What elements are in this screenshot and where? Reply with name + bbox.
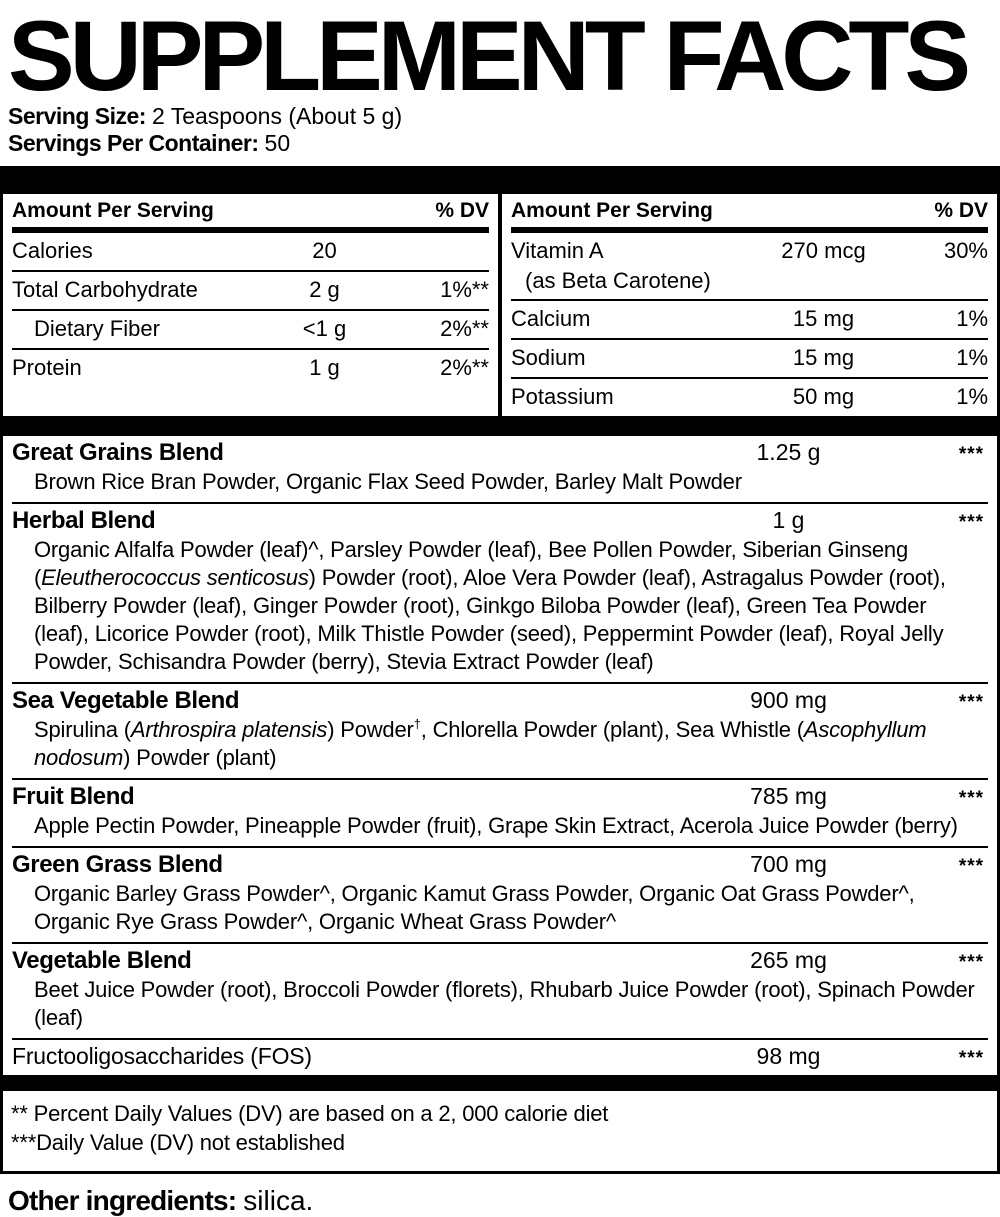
mid-divider-bar	[3, 416, 997, 437]
nutrient-dv: 2%**	[440, 316, 489, 342]
nutrient-row: Calories 20	[12, 233, 489, 270]
blend-row: Sea Vegetable Blend 900 mg *** Spirulina…	[12, 682, 988, 778]
footnote-daily-values: ** Percent Daily Values (DV) are based o…	[11, 1101, 609, 1127]
blend-ingredients: Spirulina (Arthrospira platensis) Powder…	[34, 716, 927, 771]
column-header-amount: Amount Per Serving	[511, 199, 713, 223]
nutrient-amount: <1 g	[302, 316, 347, 342]
nutrient-name: Dietary Fiber	[34, 316, 160, 342]
nutrient-name: Calcium	[511, 306, 591, 332]
blend-ingredients: Beet Juice Powder (root), Broccoli Powde…	[34, 977, 975, 1031]
blend-amount: 98 mg	[756, 1043, 821, 1070]
blend-ingredients: Organic Barley Grass Powder^, Organic Ka…	[34, 881, 915, 935]
nutrient-column-right: Amount Per Serving % DV Vitamin A 270 mc…	[502, 194, 997, 416]
blend-amount: 1.25 g	[756, 439, 821, 466]
facts-box: Amount Per Serving % DV Calories 20 Tota…	[0, 166, 1000, 1175]
blend-ingredients: Organic Alfalfa Powder (leaf)^, Parsley …	[34, 537, 946, 675]
blend-dv: ***	[958, 692, 984, 714]
nutrient-row: Protein 1 g 2%**	[12, 348, 489, 387]
nutrient-row: Calcium 15 mg 1%	[511, 299, 988, 338]
servings-per-container-line: Servings Per Container: 50	[8, 130, 1000, 157]
blend-row: Herbal Blend 1 g *** Organic Alfalfa Pow…	[12, 502, 988, 682]
nutrient-dv: 30%	[943, 238, 988, 264]
blend-dv: ***	[958, 788, 984, 810]
serving-size-value: 2 Teaspoons (About 5 g)	[151, 103, 403, 130]
blend-name: Fructooligosaccharides (FOS)	[12, 1043, 312, 1070]
blend-dv: ***	[958, 856, 984, 878]
blend-ingredients: Apple Pectin Powder, Pineapple Powder (f…	[34, 813, 958, 839]
nutrient-amount: 20	[312, 238, 337, 264]
nutrient-amount: 270 mcg	[781, 238, 866, 264]
nutrient-dv: 1%	[956, 384, 988, 410]
blend-amount: 265 mg	[750, 947, 827, 974]
blend-dv: ***	[958, 1048, 984, 1070]
nutrient-subname: (as Beta Carotene)	[525, 268, 711, 294]
nutrient-dv: 1%	[956, 345, 988, 371]
nutrient-amount: 50 mg	[792, 384, 855, 410]
footnotes: ** Percent Daily Values (DV) are based o…	[3, 1091, 997, 1171]
nutrient-name: Vitamin A	[511, 238, 604, 264]
blend-row: Vegetable Blend 265 mg *** Beet Juice Po…	[12, 942, 988, 1038]
nutrient-name: Calories	[12, 238, 93, 264]
blend-name: Herbal Blend	[12, 507, 156, 535]
blend-ingredients: Brown Rice Bran Powder, Organic Flax See…	[34, 469, 742, 495]
nutrient-amount: 15 mg	[792, 345, 855, 371]
nutrient-name: Sodium	[511, 345, 586, 371]
blend-amount: 785 mg	[750, 783, 827, 810]
nutrient-row: Vitamin A 270 mcg 30% (as Beta Carotene)	[511, 233, 988, 299]
nutrient-column-left: Amount Per Serving % DV Calories 20 Tota…	[3, 194, 502, 417]
column-header-dv: % DV	[435, 199, 489, 223]
nutrient-amount: 1 g	[309, 355, 340, 381]
blend-dv: ***	[958, 512, 984, 534]
footnote-divider-bar	[3, 1075, 997, 1092]
blend-name: Vegetable Blend	[12, 947, 192, 975]
nutrient-row: Sodium 15 mg 1%	[511, 338, 988, 377]
blend-amount: 1 g	[772, 507, 805, 534]
footnote-not-established: ***Daily Value (DV) not established	[11, 1130, 345, 1156]
serving-size-label: Serving Size:	[8, 103, 146, 130]
blend-row: Fruit Blend 785 mg *** Apple Pectin Powd…	[12, 778, 988, 846]
column-header-right: Amount Per Serving % DV	[511, 194, 988, 234]
nutrient-row: Dietary Fiber <1 g 2%**	[12, 309, 489, 348]
nutrient-dv: 1%	[956, 306, 988, 332]
nutrient-name: Total Carbohydrate	[12, 277, 198, 303]
blend-name: Green Grass Blend	[12, 851, 223, 879]
servings-per-container-value: 50	[264, 130, 291, 157]
blend-rows: Great Grains Blend 1.25 g *** Brown Rice…	[3, 436, 997, 1075]
column-header-left: Amount Per Serving % DV	[12, 194, 489, 234]
blend-dv: ***	[958, 444, 984, 466]
other-ingredients-value: silica.	[243, 1185, 314, 1217]
nutrient-amount: 2 g	[309, 277, 340, 303]
nutrient-row: Total Carbohydrate 2 g 1%**	[12, 270, 489, 309]
nutrient-name: Potassium	[511, 384, 614, 410]
blend-amount: 900 mg	[750, 687, 827, 714]
other-ingredients-label: Other ingredients:	[8, 1185, 237, 1217]
nutrient-row: Potassium 50 mg 1%	[511, 377, 988, 416]
nutrient-dv: 1%**	[440, 277, 489, 303]
nutrient-dv: 2%**	[440, 355, 489, 381]
blend-name: Great Grains Blend	[12, 439, 224, 467]
right-rows: Vitamin A 270 mcg 30% (as Beta Carotene)…	[511, 233, 988, 416]
blend-row: Great Grains Blend 1.25 g *** Brown Rice…	[12, 436, 988, 502]
blend-name: Sea Vegetable Blend	[12, 687, 240, 715]
other-ingredients-line: Other ingredients: silica.	[8, 1185, 1000, 1217]
page-title: SUPPLEMENT FACTS	[8, 0, 971, 111]
blend-dv: ***	[958, 952, 984, 974]
nutrient-name: Protein	[12, 355, 82, 381]
serving-size-line: Serving Size: 2 Teaspoons (About 5 g)	[8, 103, 1000, 130]
column-header-amount: Amount Per Serving	[12, 199, 214, 223]
column-header-dv: % DV	[934, 199, 988, 223]
servings-per-container-label: Servings Per Container:	[8, 130, 259, 157]
blend-row: Green Grass Blend 700 mg *** Organic Bar…	[12, 846, 988, 942]
blend-name: Fruit Blend	[12, 783, 135, 811]
left-rows: Calories 20 Total Carbohydrate 2 g 1%** …	[12, 233, 489, 387]
nutrient-columns: Amount Per Serving % DV Calories 20 Tota…	[3, 194, 997, 417]
top-divider-bar	[3, 166, 997, 195]
blend-row: Fructooligosaccharides (FOS) 98 mg ***	[12, 1038, 988, 1075]
nutrient-amount: 15 mg	[792, 306, 855, 332]
blend-amount: 700 mg	[750, 851, 827, 878]
